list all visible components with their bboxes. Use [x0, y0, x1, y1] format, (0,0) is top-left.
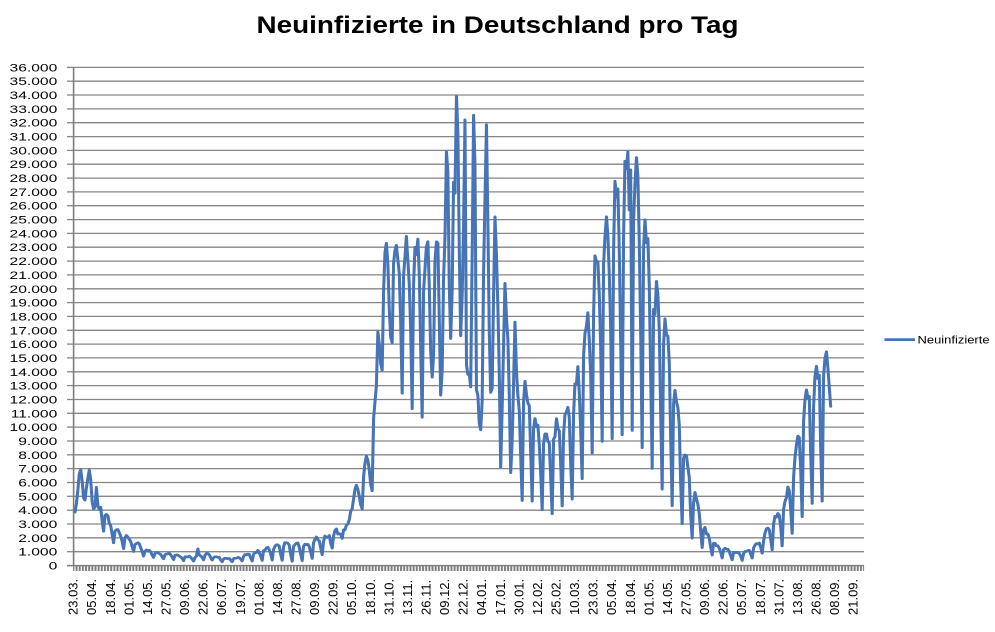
svg-text:31.07.: 31.07.	[771, 579, 786, 615]
svg-text:Neuinfizierte: Neuinfizierte	[918, 333, 990, 346]
svg-text:21.000: 21.000	[10, 269, 58, 281]
svg-text:6.000: 6.000	[18, 477, 57, 489]
svg-text:4.000: 4.000	[18, 504, 57, 516]
svg-text:22.06.: 22.06.	[196, 579, 211, 615]
svg-text:31.000: 31.000	[10, 131, 58, 143]
svg-text:20.000: 20.000	[10, 283, 58, 295]
svg-text:27.08.: 27.08.	[289, 579, 304, 615]
svg-text:23.03.: 23.03.	[66, 579, 81, 615]
svg-text:09.06.: 09.06.	[697, 579, 712, 615]
svg-text:28.000: 28.000	[10, 172, 58, 184]
svg-text:13.11.: 13.11.	[400, 580, 415, 615]
svg-text:31.10.: 31.10.	[381, 579, 396, 615]
svg-text:15.000: 15.000	[10, 352, 58, 364]
svg-text:17.000: 17.000	[10, 325, 58, 337]
svg-text:17.01.: 17.01.	[493, 579, 508, 615]
svg-text:01.08.: 01.08.	[251, 579, 266, 615]
svg-text:14.05.: 14.05.	[660, 579, 675, 615]
svg-text:13.000: 13.000	[10, 380, 58, 392]
svg-text:1.000: 1.000	[18, 546, 57, 558]
svg-text:12.02.: 12.02.	[530, 579, 545, 615]
svg-text:09.12.: 09.12.	[437, 579, 452, 615]
svg-text:27.05.: 27.05.	[159, 579, 174, 615]
svg-text:2.000: 2.000	[18, 532, 57, 544]
svg-text:01.05.: 01.05.	[121, 579, 136, 615]
svg-text:05.10.: 05.10.	[344, 579, 359, 615]
svg-text:18.04.: 18.04.	[103, 579, 118, 615]
svg-text:24.000: 24.000	[10, 228, 58, 240]
svg-text:36.000: 36.000	[10, 62, 58, 74]
svg-text:23.03.: 23.03.	[586, 579, 601, 615]
svg-text:22.09.: 22.09.	[326, 579, 341, 615]
svg-text:13.08.: 13.08.	[790, 579, 805, 615]
svg-text:22.000: 22.000	[10, 255, 58, 267]
svg-text:18.04.: 18.04.	[623, 579, 638, 615]
svg-text:14.08.: 14.08.	[270, 579, 285, 615]
svg-text:8.000: 8.000	[18, 449, 57, 461]
svg-text:14.000: 14.000	[10, 366, 58, 378]
svg-text:27.05.: 27.05.	[679, 579, 694, 615]
svg-text:9.000: 9.000	[18, 435, 57, 447]
svg-text:11.000: 11.000	[11, 408, 58, 420]
svg-text:23.000: 23.000	[10, 241, 58, 253]
svg-text:Neuinfizierte in Deutschland p: Neuinfizierte in Deutschland pro Tag	[257, 11, 739, 39]
svg-text:21.09.: 21.09.	[846, 579, 861, 615]
svg-text:34.000: 34.000	[10, 89, 58, 101]
svg-text:18.000: 18.000	[10, 311, 58, 323]
svg-text:26.000: 26.000	[10, 200, 58, 212]
svg-text:19.07.: 19.07.	[233, 579, 248, 615]
svg-text:09.09.: 09.09.	[307, 579, 322, 615]
svg-text:06.07.: 06.07.	[214, 579, 229, 615]
svg-text:3.000: 3.000	[18, 518, 57, 530]
svg-text:04.01.: 04.01.	[474, 579, 489, 615]
svg-text:27.000: 27.000	[10, 186, 58, 198]
svg-text:22.06.: 22.06.	[716, 579, 731, 615]
svg-text:35.000: 35.000	[10, 75, 58, 87]
svg-text:16.000: 16.000	[10, 338, 58, 350]
svg-text:26.08.: 26.08.	[809, 579, 824, 615]
svg-text:19.000: 19.000	[10, 297, 58, 309]
svg-text:05.07.: 05.07.	[734, 579, 749, 615]
svg-text:10.000: 10.000	[10, 421, 58, 433]
svg-text:18.07.: 18.07.	[753, 579, 768, 615]
svg-text:30.000: 30.000	[10, 145, 58, 157]
svg-text:25.000: 25.000	[10, 214, 58, 226]
svg-text:7.000: 7.000	[18, 463, 57, 475]
svg-text:30.01.: 30.01.	[511, 579, 526, 615]
svg-text:32.000: 32.000	[10, 117, 58, 129]
svg-text:01.05.: 01.05.	[641, 579, 656, 615]
svg-text:0: 0	[49, 560, 58, 572]
svg-text:08.09.: 08.09.	[827, 579, 842, 615]
svg-text:18.10.: 18.10.	[363, 579, 378, 615]
svg-text:10.03.: 10.03.	[567, 579, 582, 615]
svg-text:5.000: 5.000	[18, 491, 57, 503]
svg-text:22.12.: 22.12.	[456, 579, 471, 615]
svg-text:09.06.: 09.06.	[177, 579, 192, 615]
svg-text:14.05.: 14.05.	[140, 579, 155, 615]
svg-text:12.000: 12.000	[10, 394, 58, 406]
svg-text:33.000: 33.000	[10, 103, 58, 115]
svg-text:29.000: 29.000	[10, 158, 58, 170]
svg-text:26.11.: 26.11.	[419, 580, 434, 615]
svg-text:25.02.: 25.02.	[549, 579, 564, 615]
svg-text:05.04.: 05.04.	[604, 579, 619, 615]
svg-text:05.04.: 05.04.	[84, 579, 99, 615]
